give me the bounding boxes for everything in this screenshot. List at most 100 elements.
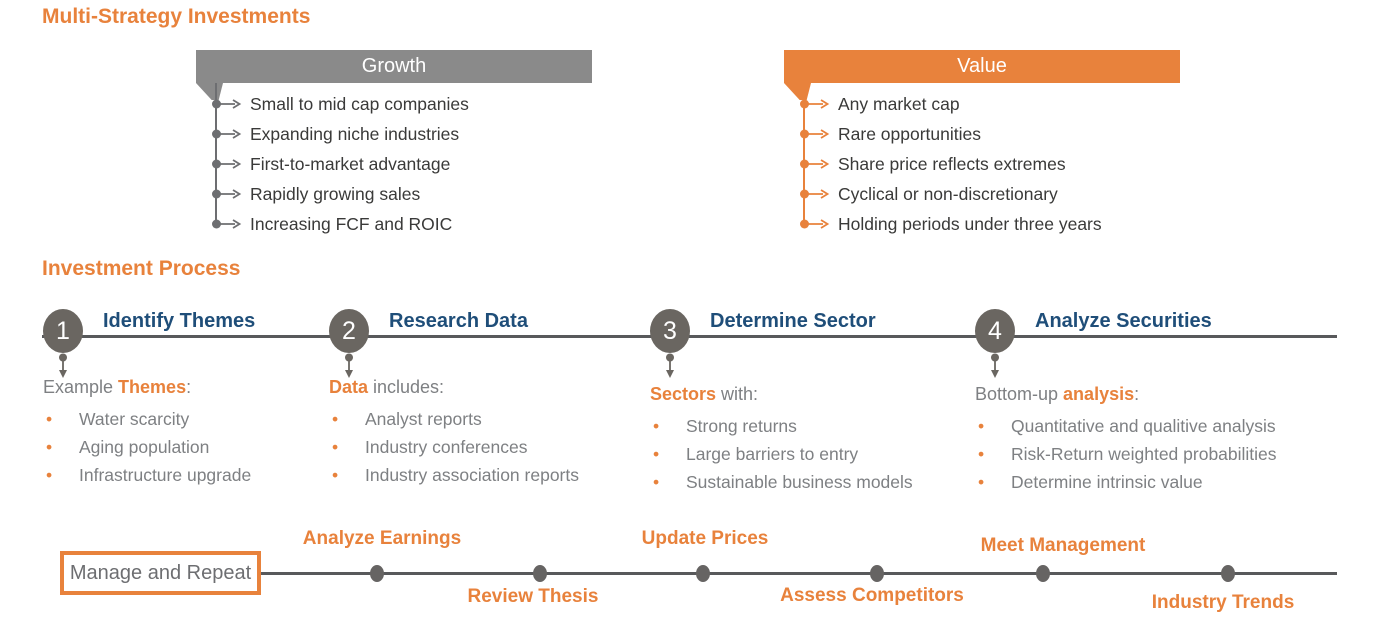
- bullet-icon: •: [978, 472, 985, 492]
- list-item-label: Any market cap: [838, 93, 960, 114]
- dot-arrow-icon: [212, 219, 242, 229]
- strategy-column: Growth Small to mid cap companies: [196, 50, 626, 234]
- process-step: 4 Analyze Securities Bottom-up analysis:…: [975, 309, 1325, 492]
- dot-arrow-icon: [212, 99, 242, 109]
- stop-label: Assess Competitors: [780, 585, 964, 606]
- lead-part-gray: :: [186, 377, 192, 397]
- strategy-item-list: Any market cap Rare opportunities: [784, 89, 1102, 239]
- step-number-badge: 3: [650, 309, 690, 353]
- bullet-label: Industry conferences: [365, 437, 528, 457]
- list-item: Holding periods under three years: [784, 209, 1102, 239]
- bullet-icon: •: [332, 409, 339, 429]
- bullet-item: • Risk-Return weighted probabilities: [975, 440, 1325, 468]
- dot-arrow-icon: [800, 99, 830, 109]
- bullet-icon: •: [653, 444, 660, 464]
- bullet-label: Infrastructure upgrade: [79, 465, 252, 485]
- list-item: Rapidly growing sales: [196, 179, 469, 209]
- step-description: Example Themes: • Water scarcity • Aging…: [43, 377, 393, 489]
- step-number-badge: 4: [975, 309, 1015, 353]
- bullet-item: • Aging population: [43, 433, 393, 461]
- timeline-dot: [370, 565, 384, 582]
- step-bullet-list: • Water scarcity • Aging population •: [43, 405, 393, 489]
- step-header: 4 Analyze Securities: [975, 309, 1325, 353]
- lead-part-gray: Example: [43, 377, 119, 397]
- bullet-icon: •: [46, 465, 53, 485]
- stop-label: Review Thesis: [467, 586, 599, 607]
- dot-arrow-icon: [212, 129, 242, 139]
- bullet-icon: •: [46, 437, 53, 457]
- dot-arrow-icon: [800, 159, 830, 169]
- bullet-icon: •: [653, 472, 660, 492]
- process-timeline-line: [42, 335, 1337, 338]
- bullet-label: Large barriers to entry: [686, 444, 859, 464]
- bullet-item: • Determine intrinsic value: [975, 468, 1325, 496]
- stop-label: Meet Management: [980, 535, 1146, 556]
- strategy-item-list: Small to mid cap companies Expanding nic…: [196, 89, 469, 239]
- bullet-label: Strong returns: [686, 416, 797, 436]
- list-item: Small to mid cap companies: [196, 89, 469, 119]
- bullet-label: Risk-Return weighted probabilities: [1011, 444, 1277, 464]
- step-title: Determine Sector: [710, 310, 876, 332]
- process-step: 1 Identify Themes Example Themes: •: [43, 309, 393, 485]
- section-title-investment-process: Investment Process: [42, 257, 241, 280]
- bullet-label: Industry association reports: [365, 465, 579, 485]
- timeline-dot: [1036, 565, 1050, 582]
- list-item-label: First-to-market advantage: [250, 153, 451, 174]
- timeline-dot: [1221, 565, 1235, 582]
- bullet-label: Water scarcity: [79, 409, 190, 429]
- process-step: 3 Determine Sector Sectors with: •: [650, 309, 1000, 492]
- lead-part-orange: analysis: [1063, 384, 1135, 404]
- bullet-item: • Analyst reports: [329, 405, 679, 433]
- bullet-icon: •: [978, 416, 985, 436]
- strategy-column: Value Any market cap: [784, 50, 1214, 234]
- bullet-item: • Industry association reports: [329, 461, 679, 489]
- repeat-timeline-line: [261, 572, 1337, 575]
- bullet-icon: •: [46, 409, 53, 429]
- timeline-dot: [696, 565, 710, 582]
- step-lead: Sectors with:: [650, 384, 1000, 405]
- bullet-item: • Water scarcity: [43, 405, 393, 433]
- step-number-badge: 2: [329, 309, 369, 353]
- stop-label: Industry Trends: [1151, 592, 1295, 613]
- list-item: Expanding niche industries: [196, 119, 469, 149]
- dot-arrow-icon: [212, 189, 242, 199]
- timeline-dot: [533, 565, 547, 582]
- down-arrow-icon: [345, 353, 353, 378]
- stop-label: Analyze Earnings: [302, 528, 462, 549]
- list-item: Increasing FCF and ROIC: [196, 209, 469, 239]
- bullet-item: • Large barriers to entry: [650, 440, 1000, 468]
- list-item-label: Share price reflects extremes: [838, 153, 1066, 174]
- step-title: Analyze Securities: [1035, 310, 1212, 332]
- list-item: Any market cap: [784, 89, 1102, 119]
- bullet-item: • Quantitative and qualitive analysis: [975, 412, 1325, 440]
- bullet-item: • Industry conferences: [329, 433, 679, 461]
- step-title: Research Data: [389, 310, 528, 332]
- connector-line: [803, 83, 805, 225]
- step-bullet-list: • Analyst reports • Industry conferences…: [329, 405, 679, 489]
- lead-part-gray: :: [1134, 384, 1140, 404]
- down-arrow-icon: [666, 353, 674, 378]
- list-item: Rare opportunities: [784, 119, 1102, 149]
- bullet-item: • Infrastructure upgrade: [43, 461, 393, 489]
- down-arrow-icon: [991, 353, 999, 378]
- list-item-label: Expanding niche industries: [250, 123, 460, 144]
- lead-part-orange: Themes: [118, 377, 187, 397]
- step-description: Data includes: • Analyst reports • Indus…: [329, 377, 679, 489]
- stop-label: Update Prices: [641, 528, 769, 549]
- manage-repeat-box: Manage and Repeat: [60, 551, 261, 595]
- bullet-icon: •: [332, 437, 339, 457]
- connector-line: [215, 83, 217, 225]
- bullet-label: Analyst reports: [365, 409, 482, 429]
- bullet-item: • Sustainable business models: [650, 468, 1000, 496]
- step-lead: Data includes:: [329, 377, 679, 398]
- step-bullet-list: • Strong returns • Large barriers to ent…: [650, 412, 1000, 496]
- bullet-label: Quantitative and qualitive analysis: [1011, 416, 1276, 436]
- bullet-icon: •: [332, 465, 339, 485]
- bullet-label: Determine intrinsic value: [1011, 472, 1203, 492]
- step-number-badge: 1: [43, 309, 83, 353]
- bullet-icon: •: [978, 444, 985, 464]
- list-item-label: Increasing FCF and ROIC: [250, 213, 453, 234]
- list-item-label: Rare opportunities: [838, 123, 981, 144]
- list-item-label: Rapidly growing sales: [250, 183, 421, 204]
